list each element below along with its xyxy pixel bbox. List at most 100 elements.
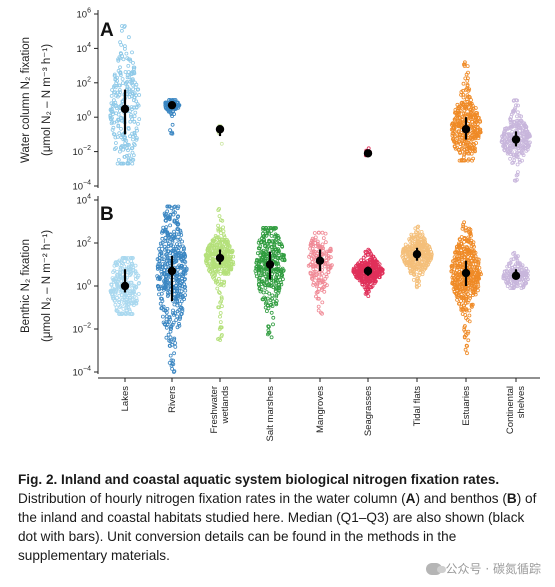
data-point <box>175 325 180 330</box>
series-mangroves <box>306 230 334 316</box>
data-point <box>275 249 280 254</box>
y-axis-label: Benthic N₂ fixation <box>20 239 32 333</box>
data-point <box>136 292 141 296</box>
data-point <box>465 344 470 348</box>
data-point <box>167 315 172 319</box>
data-point <box>461 95 466 100</box>
data-point <box>321 285 326 290</box>
data-point <box>122 298 127 303</box>
data-point <box>422 243 427 248</box>
data-point <box>130 256 135 260</box>
data-point <box>367 248 372 253</box>
caption-ref-b: B <box>506 491 517 506</box>
median-dot <box>215 253 225 263</box>
data-point <box>462 147 467 152</box>
data-point <box>259 265 264 269</box>
data-point <box>465 93 470 98</box>
data-point <box>459 306 464 311</box>
data-point <box>320 230 325 235</box>
data-point <box>219 299 224 304</box>
data-point <box>278 280 283 285</box>
data-point <box>406 260 411 265</box>
median-dot <box>363 266 373 276</box>
data-point <box>172 292 177 297</box>
data-point <box>225 249 230 254</box>
data-point <box>261 226 266 230</box>
data-point <box>263 266 268 271</box>
panel-letter: B <box>100 204 114 225</box>
data-point <box>115 295 119 300</box>
data-point <box>179 299 184 304</box>
data-point <box>470 120 475 124</box>
data-point <box>469 115 473 120</box>
data-point <box>134 296 139 301</box>
data-point <box>269 281 274 286</box>
median-dot <box>511 271 521 280</box>
data-point <box>372 260 377 265</box>
data-point <box>216 227 221 232</box>
data-point <box>265 303 270 308</box>
data-point <box>468 251 472 256</box>
data-point <box>160 229 165 233</box>
data-point <box>274 253 279 258</box>
data-point <box>225 244 230 249</box>
data-point <box>137 280 142 285</box>
data-point <box>512 98 517 103</box>
data-point <box>428 258 433 262</box>
data-point <box>450 131 455 136</box>
data-point <box>128 272 133 276</box>
data-point <box>110 120 115 124</box>
data-point <box>275 233 280 238</box>
y-axis-unit-label: (μmol N₂ – N m⁻² h⁻¹) <box>41 230 53 342</box>
data-point <box>172 337 176 342</box>
data-point <box>118 65 122 70</box>
x-tick-label: Salt marshes <box>265 386 276 442</box>
data-point <box>316 278 321 283</box>
data-point <box>463 225 468 230</box>
data-point <box>515 162 520 167</box>
data-point <box>507 273 512 278</box>
data-point <box>180 279 185 284</box>
data-point <box>452 134 457 139</box>
data-point <box>109 94 114 98</box>
data-point <box>314 275 319 280</box>
data-point <box>461 62 466 67</box>
data-point <box>114 146 118 150</box>
data-point <box>465 76 470 81</box>
data-point <box>120 54 124 59</box>
y-axis-label: Water column N₂ fixation <box>20 37 32 163</box>
data-point <box>274 286 279 290</box>
data-point <box>169 243 174 248</box>
data-point <box>470 145 475 150</box>
data-point <box>454 268 459 273</box>
data-point <box>128 296 133 300</box>
data-point <box>413 260 418 264</box>
data-point <box>112 84 116 89</box>
data-point <box>411 233 416 238</box>
data-point <box>132 70 137 74</box>
data-point <box>466 329 471 334</box>
data-point <box>176 256 181 261</box>
data-point <box>520 263 525 268</box>
data-point <box>165 204 170 209</box>
data-point <box>469 280 474 285</box>
median-dot <box>412 250 422 259</box>
data-point <box>506 278 511 283</box>
data-point <box>467 226 472 231</box>
data-point <box>472 142 477 147</box>
data-point <box>157 256 162 260</box>
data-point <box>263 285 268 290</box>
data-point <box>457 264 462 268</box>
data-point <box>516 261 520 266</box>
data-point <box>218 271 223 276</box>
data-point <box>403 247 408 251</box>
data-point <box>276 286 281 291</box>
data-point <box>310 260 315 265</box>
data-point <box>471 262 475 267</box>
data-point <box>414 263 419 268</box>
series-rivers <box>155 204 189 374</box>
data-point <box>469 101 474 106</box>
data-point <box>476 262 481 267</box>
data-point <box>276 264 281 269</box>
data-point <box>126 64 131 68</box>
